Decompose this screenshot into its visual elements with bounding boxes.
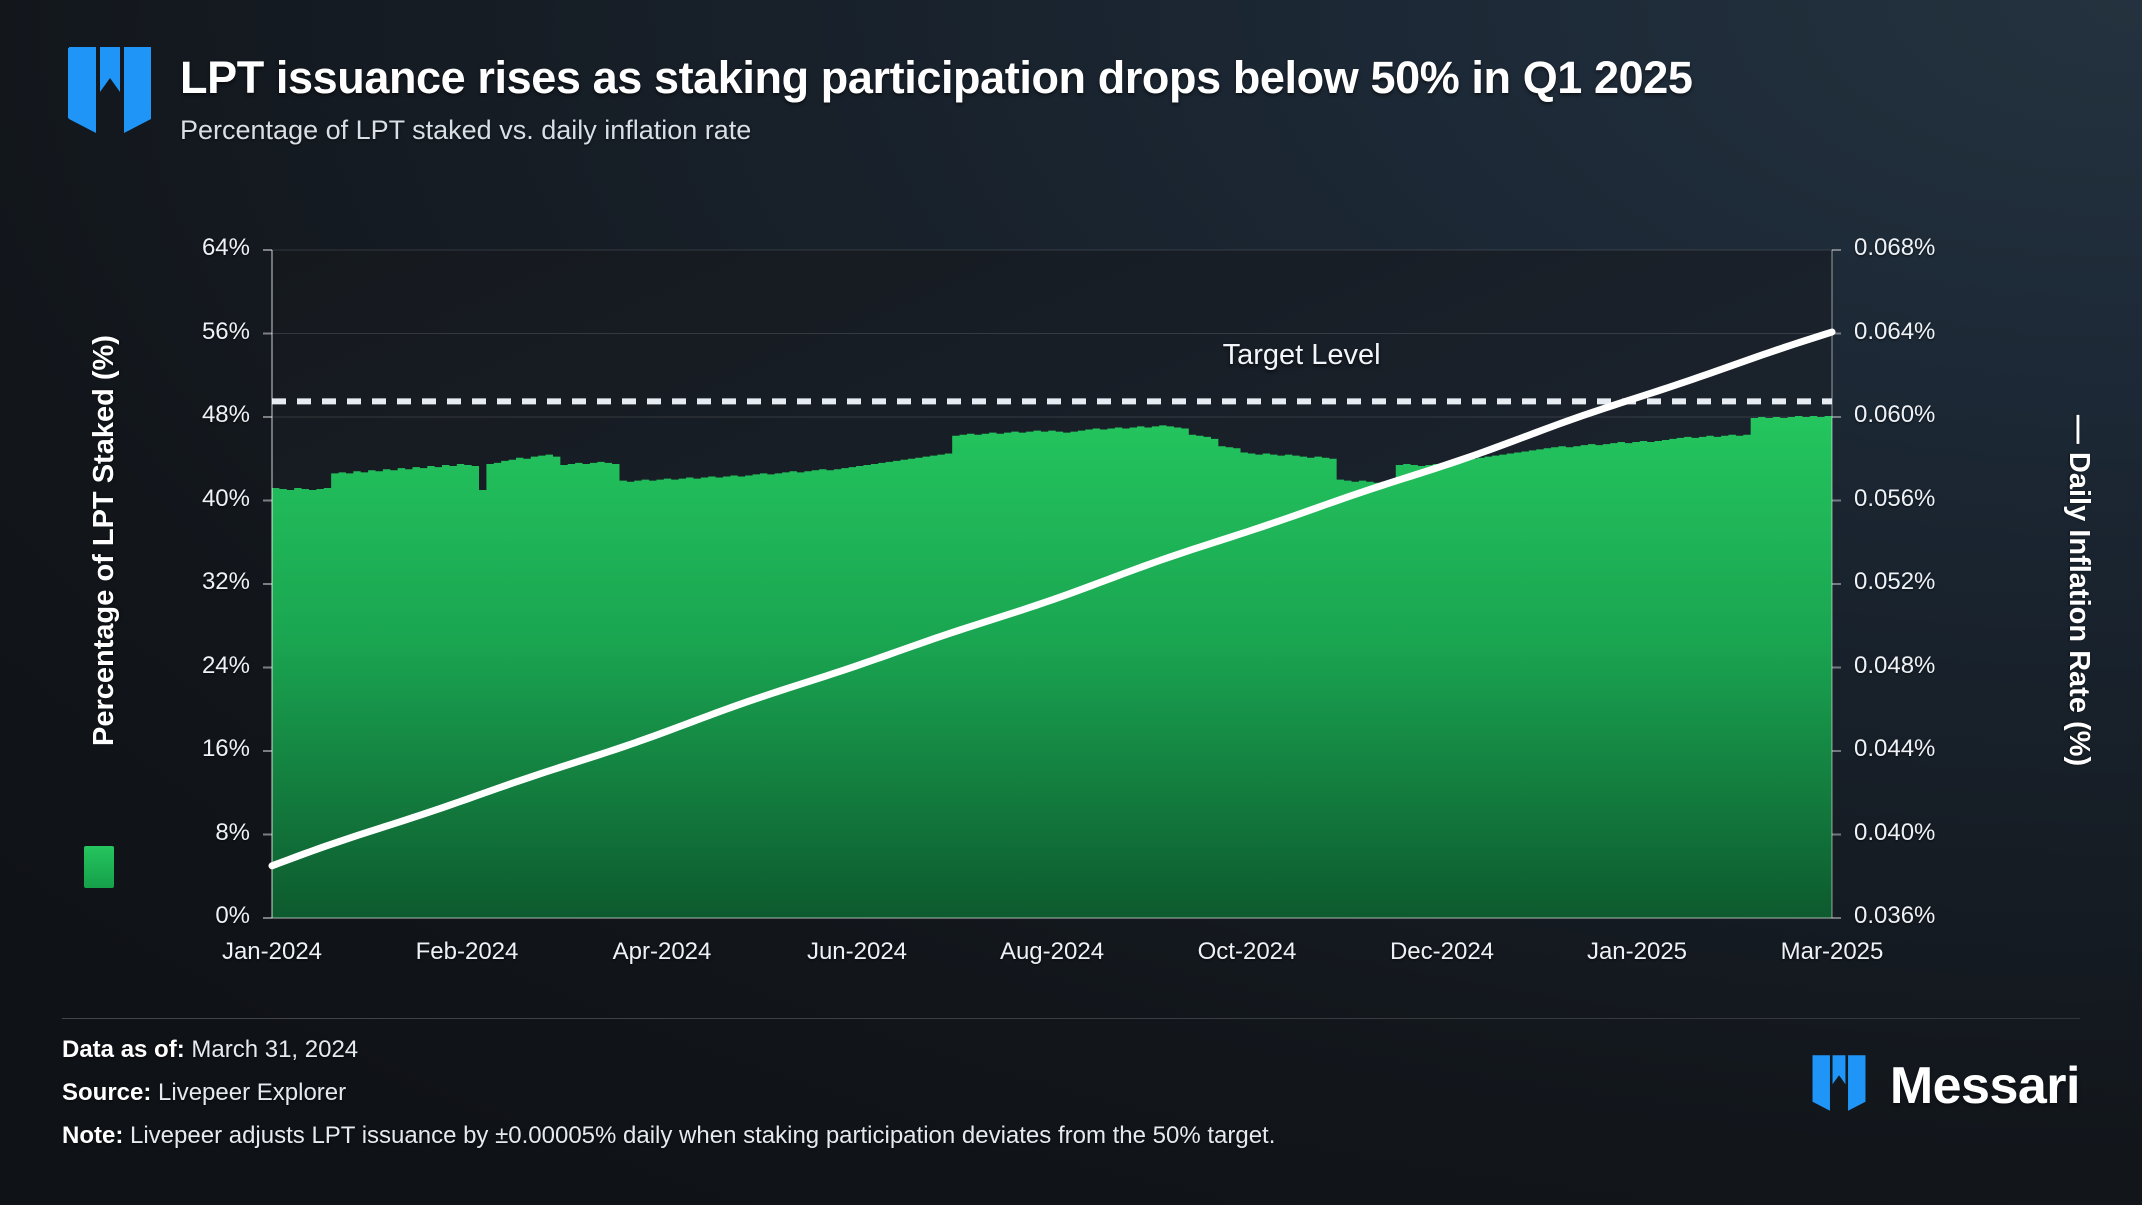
title-block: LPT issuance rises as staking participat… xyxy=(180,42,1693,146)
chart-footer: Data as of: March 31, 2024 Source: Livep… xyxy=(62,1038,1275,1148)
footer-note-label: Note: xyxy=(62,1122,124,1149)
footer-note: Note: Livepeer adjusts LPT issuance by ±… xyxy=(62,1124,1275,1148)
footer-source: Source: Livepeer Explorer xyxy=(62,1081,1275,1105)
series-staked-area xyxy=(272,415,1832,918)
footer-note-value: Livepeer adjusts LPT issuance by ±0.0000… xyxy=(130,1122,1276,1149)
chart-header: LPT issuance rises as staking participat… xyxy=(62,42,1693,146)
brand-wordmark: Messari xyxy=(1889,1056,2081,1115)
messari-m-logo-icon xyxy=(62,42,158,138)
footer-source-value: Livepeer Explorer xyxy=(158,1079,347,1106)
axis-lines xyxy=(271,250,1833,919)
axis-tick-marks xyxy=(263,249,1841,919)
page-subtitle: Percentage of LPT staked vs. daily infla… xyxy=(180,115,752,146)
brand-lockup: Messari xyxy=(1808,1052,2081,1119)
page-title: LPT issuance rises as staking participat… xyxy=(180,52,1693,103)
footer-data-as-of-label: Data as of: xyxy=(62,1036,185,1063)
footer-source-label: Source: xyxy=(62,1079,152,1106)
messari-m-logo-icon xyxy=(1808,1052,1870,1119)
footer-data-as-of-value: March 31, 2024 xyxy=(191,1036,359,1063)
footer-divider xyxy=(62,1018,2080,1019)
footer-data-as-of: Data as of: March 31, 2024 xyxy=(62,1038,1275,1062)
series-inflation-line xyxy=(268,328,1836,870)
